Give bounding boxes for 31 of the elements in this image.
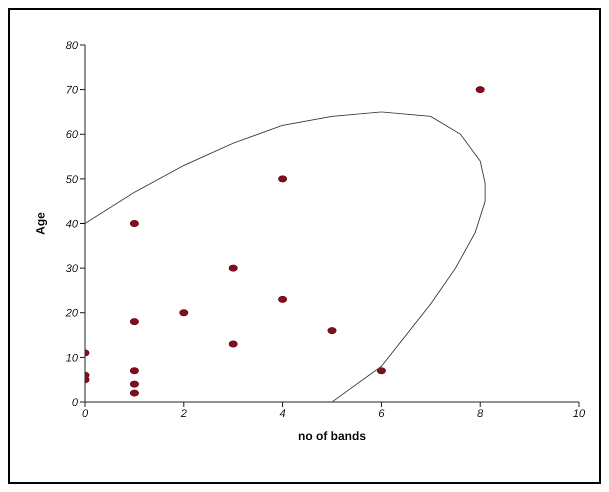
point: [278, 296, 288, 303]
point: [328, 327, 336, 334]
x-tick-label: 2: [180, 408, 187, 420]
y-tick-label: 70: [66, 84, 79, 97]
x-axis-title: no of bands: [298, 429, 366, 443]
y-tick-label: 40: [66, 218, 79, 230]
y-tick-label: 20: [64, 308, 79, 320]
point: [130, 220, 139, 227]
line-series: [85, 111, 486, 402]
point: [130, 390, 139, 397]
point: [130, 318, 139, 326]
point: [130, 380, 139, 388]
y-tick-label: 60: [66, 129, 79, 142]
point: [228, 340, 238, 348]
point: [228, 264, 238, 272]
y-tick-label: 80: [66, 40, 79, 52]
point: [278, 175, 288, 182]
x-tick-label: 10: [572, 408, 586, 420]
y-tick-label: 10: [66, 352, 79, 364]
point: [130, 367, 139, 374]
point: [179, 309, 188, 316]
x-tick-label: 8: [477, 408, 484, 420]
x-tick-label: 6: [378, 408, 386, 420]
x-tick-label: 4: [280, 408, 286, 420]
y-tick-label: 50: [66, 174, 79, 186]
y-tick-label: 0: [72, 396, 79, 409]
y-axis-title: Age: [33, 212, 48, 235]
x-tick-label: 0: [82, 408, 89, 420]
point: [376, 367, 386, 374]
point: [476, 86, 485, 94]
y-tick-label: 30: [66, 263, 79, 276]
